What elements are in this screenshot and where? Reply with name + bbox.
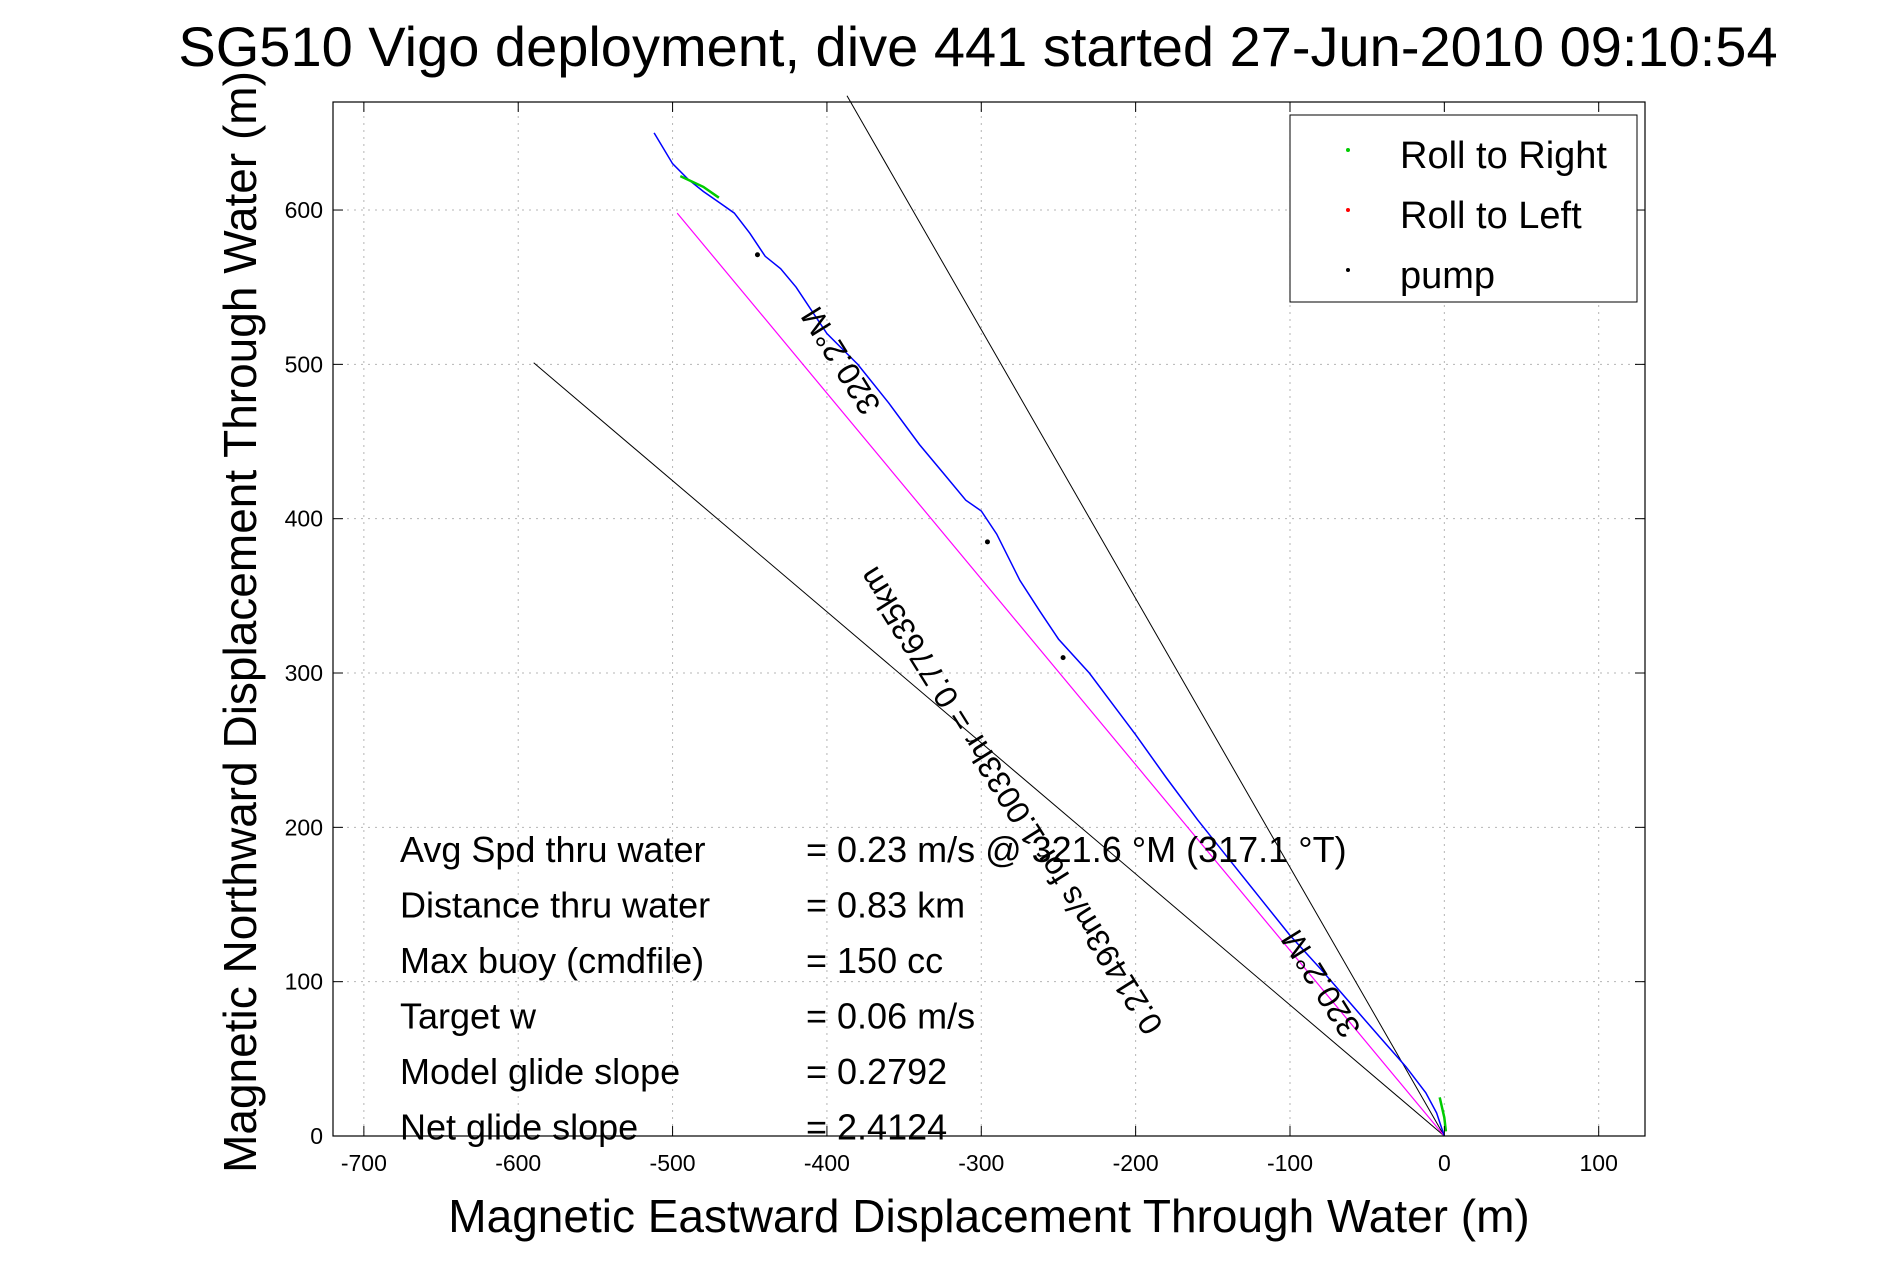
stat-label: Max buoy (cmdfile) (400, 940, 704, 981)
model-glide-line (676, 212, 1445, 1137)
y-tick-label: 0 (310, 1123, 323, 1149)
x-tick-label: -700 (341, 1150, 387, 1176)
x-tick-label: -600 (495, 1150, 541, 1176)
legend: Roll to Right Roll to Left pump (1289, 114, 1638, 303)
stat-value: = 0.23 m/s @ 321.6 °M (317.1 °T) (806, 829, 1347, 870)
stat-value: = 0.2792 (806, 1051, 947, 1092)
pump-point (754, 252, 760, 258)
stat-value: = 150 cc (806, 940, 943, 981)
y-axis-title: Magnetic Northward Displacement Through … (214, 71, 266, 1173)
pump-point (984, 539, 990, 545)
legend-marker (1346, 208, 1350, 212)
y-tick-label: 600 (285, 197, 323, 223)
legend-label: pump (1400, 255, 1495, 297)
x-tick-label: 100 (1580, 1150, 1618, 1176)
legend-label: Roll to Right (1400, 135, 1607, 177)
plot-frame (332, 101, 1646, 1137)
stat-label: Target w (400, 996, 537, 1037)
x-tick-label: 0 (1438, 1150, 1451, 1176)
dive-track-line (653, 132, 1446, 1137)
y-tick-label: 400 (285, 506, 323, 532)
x-tick-label: -400 (804, 1150, 850, 1176)
legend-label: Roll to Left (1400, 195, 1582, 237)
stats-block: Avg Spd thru water = 0.23 m/s @ 321.6 °M … (400, 829, 1347, 1148)
y-tick-label: 300 (285, 660, 323, 686)
x-tick-label: -200 (1113, 1150, 1159, 1176)
x-tick-label: -100 (1267, 1150, 1313, 1176)
stat-label: Model glide slope (400, 1051, 680, 1092)
reference-line (846, 95, 1445, 1137)
stat-label: Distance thru water (400, 885, 710, 926)
x-tick-label: -300 (958, 1150, 1004, 1176)
legend-marker (1346, 268, 1350, 272)
stat-value: = 2.4124 (806, 1107, 947, 1148)
stat-value: = 0.83 km (806, 885, 965, 926)
series-layer (533, 95, 1448, 1137)
reference-line (533, 362, 1445, 1137)
x-tick-label: -500 (650, 1150, 696, 1176)
x-axis-title: Magnetic Eastward Displacement Through W… (448, 1190, 1529, 1242)
roll-right-segment (1438, 1097, 1448, 1132)
y-tick-label: 200 (285, 814, 323, 840)
y-tick-label: 500 (285, 351, 323, 377)
y-tick-label: 100 (285, 969, 323, 995)
chart-title: SG510 Vigo deployment, dive 441 started … (178, 15, 1777, 78)
axis-ticks: -700 -600 -500 -400 -300 -200 -100 0 100 0 100 200 3… (285, 102, 1645, 1176)
roll-right-segment (679, 174, 720, 199)
stat-label: Net glide slope (400, 1107, 638, 1148)
stat-label: Avg Spd thru water (400, 829, 706, 870)
stat-value: = 0.06 m/s (806, 996, 975, 1037)
legend-marker (1346, 148, 1350, 152)
pump-point (1060, 655, 1066, 661)
